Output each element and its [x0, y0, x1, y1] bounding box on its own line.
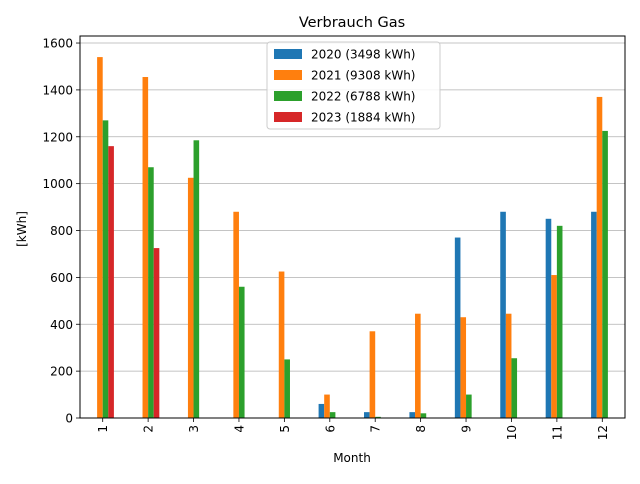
bar [596, 96, 603, 418]
bar [364, 412, 370, 418]
bar [602, 130, 608, 418]
legend-label: 2022 (6788 kWh) [311, 90, 416, 104]
bar [278, 271, 285, 418]
x-axis-label: Month [333, 451, 371, 465]
x-tick-label: 3 [187, 425, 201, 433]
bar [193, 140, 200, 419]
legend-swatch [274, 49, 302, 59]
legend-box [266, 41, 441, 130]
bar [102, 120, 109, 418]
bar [369, 331, 376, 418]
bar [142, 77, 149, 418]
legend-swatch [274, 70, 302, 80]
y-axis: 0 200 400 600 800 1000 1200 1400 1600 [42, 37, 80, 426]
y-tick-label: 200 [50, 365, 73, 379]
y-axis-label: [kWh] [15, 211, 29, 247]
bar [545, 218, 552, 418]
bar [284, 359, 290, 418]
legend-label: 2023 (1884 kWh) [311, 111, 416, 125]
x-axis: 1 2 3 4 5 6 7 8 9 10 11 12 [96, 418, 610, 440]
x-tick-label: 2 [142, 425, 156, 433]
bar [460, 317, 467, 418]
y-tick-label: 400 [50, 318, 73, 332]
bar [551, 275, 557, 418]
chart-title: Verbrauch Gas [299, 15, 405, 31]
legend-label: 2021 (9308 kWh) [311, 69, 416, 83]
y-tick-label: 1200 [42, 130, 73, 144]
x-tick-label: 4 [232, 425, 246, 433]
x-tick-label: 12 [596, 425, 610, 440]
bar [454, 237, 461, 418]
y-tick-label: 1400 [42, 83, 73, 97]
x-tick-label: 7 [369, 425, 383, 433]
bar [318, 403, 325, 418]
bar [409, 412, 416, 418]
x-tick-label: 8 [414, 425, 428, 433]
bar [153, 248, 160, 418]
y-tick-label: 1600 [42, 37, 73, 51]
bar [511, 358, 518, 418]
bar [324, 394, 330, 418]
x-tick-label: 6 [323, 425, 337, 433]
bar [466, 394, 472, 418]
legend: 2020 (3498 kWh) 2021 (9308 kWh) 2022 (6788… [266, 41, 441, 130]
bar [420, 413, 427, 418]
bars [97, 57, 608, 419]
y-tick-label: 800 [50, 224, 73, 238]
y-tick-label: 1000 [42, 177, 73, 191]
bar [187, 177, 194, 418]
legend-swatch [274, 112, 302, 122]
legend-swatch [274, 91, 302, 101]
y-tick-label: 0 [65, 412, 73, 426]
plot-frame [79, 35, 626, 419]
x-tick-label: 11 [550, 425, 564, 440]
bar [238, 286, 245, 418]
legend-label: 2020 (3498 kWh) [311, 48, 416, 62]
bar [556, 225, 563, 418]
y-tick-label: 600 [50, 271, 73, 285]
x-tick-label: 10 [505, 425, 519, 440]
bar [375, 416, 381, 418]
bar [500, 211, 506, 418]
grid-lines [80, 42, 625, 372]
bar [329, 412, 336, 418]
bar [505, 313, 512, 418]
bar [148, 167, 154, 418]
bar [97, 57, 103, 418]
x-tick-label: 5 [278, 425, 292, 433]
bar [591, 211, 597, 418]
bar [233, 211, 239, 418]
bar [415, 313, 421, 418]
x-tick-label: 9 [460, 425, 474, 433]
bar [108, 146, 114, 419]
x-tick-label: 1 [96, 425, 110, 433]
